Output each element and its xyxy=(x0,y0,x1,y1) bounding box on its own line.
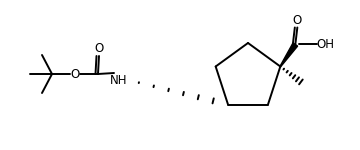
Text: O: O xyxy=(94,42,104,56)
Text: NH: NH xyxy=(110,74,128,87)
Polygon shape xyxy=(280,43,298,67)
Text: O: O xyxy=(293,14,302,27)
Text: O: O xyxy=(70,68,80,81)
Text: OH: OH xyxy=(316,38,334,51)
